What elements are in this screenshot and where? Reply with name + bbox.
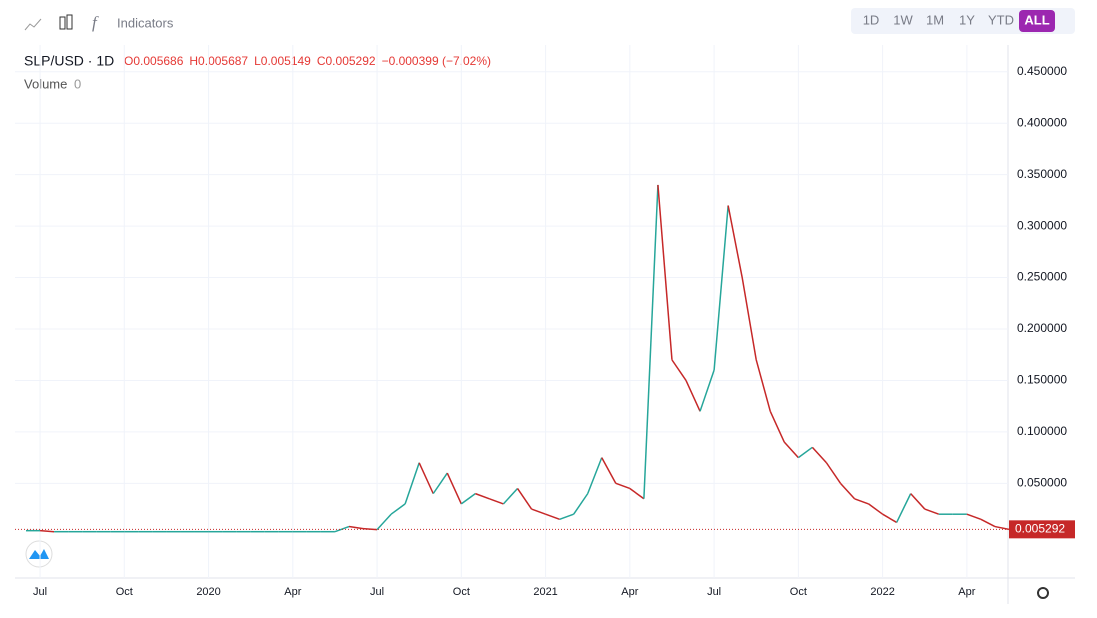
x-tick-label: Apr: [621, 586, 638, 598]
price-segment: [825, 462, 842, 484]
price-segment: [348, 525, 364, 530]
price-segment: [685, 380, 701, 412]
price-segment: [713, 205, 729, 371]
price-segment: [559, 513, 574, 521]
price-segment: [418, 462, 434, 494]
price-segment: [741, 277, 757, 360]
y-tick-label: 0.400000: [1017, 115, 1067, 129]
price-segment: [994, 525, 1010, 531]
price-segment: [755, 359, 771, 412]
range-button[interactable]: YTD: [988, 12, 1014, 27]
price-segment: [895, 493, 912, 523]
range-button[interactable]: 1Y: [959, 12, 975, 27]
last-price-box: [1009, 520, 1075, 539]
range-button[interactable]: 1W: [893, 12, 913, 27]
x-tick-label: Apr: [284, 586, 301, 598]
price-segment: [615, 482, 631, 490]
volume-label: Volume: [24, 76, 67, 91]
price-segment: [727, 205, 743, 278]
last-price-label: 0.005292: [1015, 522, 1065, 536]
price-segment: [910, 493, 926, 510]
x-tick-label: 2022: [870, 586, 894, 598]
price-segment: [545, 513, 560, 521]
x-tick-label: 2021: [533, 586, 557, 598]
price-segment: [502, 487, 519, 505]
indicators-button[interactable]: Indicators: [117, 15, 174, 30]
price-segment: [446, 472, 463, 505]
price-segment: [657, 184, 673, 360]
price-segment: [671, 359, 687, 381]
price-segment: [643, 184, 659, 499]
x-tick-label: Oct: [116, 586, 133, 598]
ohlc-value: L0.005149: [254, 54, 311, 68]
price-segment: [601, 457, 617, 484]
price-segment: [475, 492, 490, 500]
y-tick-label: 0.450000: [1017, 64, 1067, 78]
price-segment: [362, 527, 378, 531]
x-tick-label: Jul: [370, 586, 384, 598]
price-segment: [516, 488, 533, 510]
ohlc-value: H0.005687: [189, 54, 248, 68]
price-segment: [376, 513, 392, 531]
price-segment: [489, 498, 504, 505]
price-segment: [432, 472, 448, 495]
x-tick-label: 2020: [196, 586, 220, 598]
ohlc-value: C0.005292: [317, 54, 376, 68]
range-button[interactable]: ALL: [1024, 12, 1049, 27]
price-segment: [797, 446, 813, 459]
candle-icon[interactable]: [59, 16, 66, 30]
price-segment: [839, 482, 856, 500]
price-segment: [924, 508, 940, 515]
y-tick-label: 0.150000: [1017, 373, 1067, 387]
y-tick-label: 0.050000: [1017, 476, 1067, 490]
ohlc-value: −0.000399 (−7.02%): [382, 54, 491, 68]
price-segment: [769, 410, 785, 443]
ohlc-legend: O0.005686 H0.005687 L0.005149 C0.005292 −0.0…: [124, 54, 491, 68]
y-tick-label: 0.250000: [1017, 270, 1067, 284]
x-tick-label: Oct: [453, 586, 470, 598]
price-segment: [460, 493, 476, 505]
fx-icon: f: [92, 13, 99, 32]
y-tick-label: 0.350000: [1017, 167, 1067, 181]
price-segment: [39, 529, 55, 533]
x-tick-label: Oct: [790, 586, 807, 598]
y-tick-label: 0.100000: [1017, 424, 1067, 438]
price-segment: [390, 503, 406, 515]
price-segment: [868, 503, 884, 515]
candle-icon: [66, 14, 73, 30]
price-segment: [966, 513, 982, 521]
price-segment: [699, 369, 715, 412]
symbol: SLP/USD · 1D: [24, 53, 114, 69]
range-button[interactable]: 1D: [863, 12, 880, 27]
x-tick-label: Jul: [707, 586, 721, 598]
price-segment: [334, 525, 350, 533]
y-tick-label: 0.200000: [1017, 321, 1067, 335]
range-button[interactable]: 1M: [926, 12, 944, 27]
volume-value: 0: [74, 76, 81, 91]
price-segment: [587, 457, 603, 494]
x-tick-label: Jul: [33, 586, 47, 598]
y-tick-label: 0.300000: [1017, 218, 1067, 232]
price-segment: [811, 446, 827, 464]
price-segment: [854, 498, 869, 505]
price-segment: [629, 487, 645, 500]
price-segment: [531, 508, 546, 515]
price-segment: [980, 518, 996, 528]
price-segment: [573, 493, 589, 515]
logo[interactable]: [25, 540, 53, 568]
x-tick-label: Apr: [958, 586, 975, 598]
settings-icon[interactable]: [1037, 587, 1049, 599]
price-segment: [783, 441, 799, 459]
price-segment: [882, 513, 898, 524]
toolbar: f Indicators: [24, 8, 1075, 34]
price-segment: [404, 462, 420, 505]
logo-mark: [29, 549, 49, 559]
ohlc-value: O0.005686: [124, 54, 184, 68]
chart-type-icon[interactable]: [24, 18, 42, 31]
range-active: [1019, 10, 1055, 32]
